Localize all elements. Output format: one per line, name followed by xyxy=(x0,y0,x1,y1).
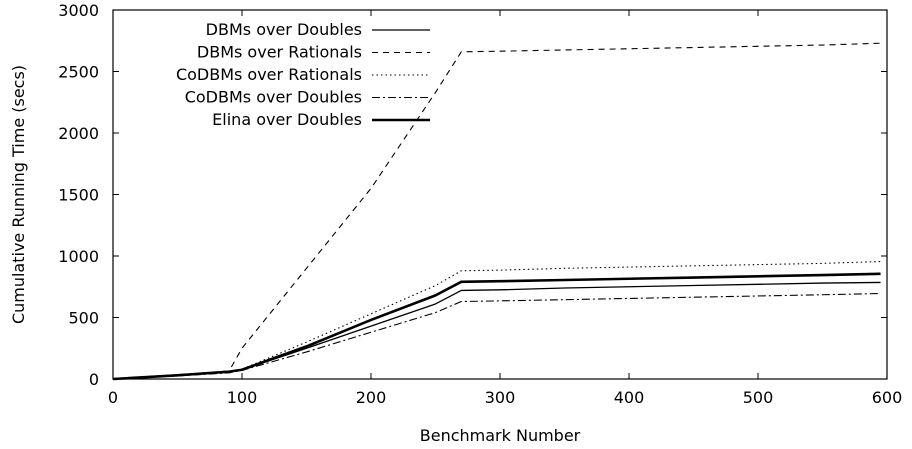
y-tick-label: 3000 xyxy=(58,1,99,20)
legend-label: CoDBMs over Rationals xyxy=(176,65,362,84)
legend-label: Elina over Doubles xyxy=(212,110,362,129)
x-tick-label: 600 xyxy=(872,388,903,407)
legend-label: DBMs over Doubles xyxy=(206,20,362,39)
series-line-3 xyxy=(112,260,881,380)
y-tick-label: 500 xyxy=(68,309,99,328)
y-tick-label: 2000 xyxy=(58,124,99,143)
y-axis-title: Cumulative Running Time (secs) xyxy=(9,65,28,324)
x-tick-label: 300 xyxy=(485,388,516,407)
series-line-1 xyxy=(112,281,881,380)
series-line-5 xyxy=(112,272,881,381)
x-tick-label: 400 xyxy=(614,388,645,407)
y-tick-label: 1500 xyxy=(58,186,99,205)
series-line-4 xyxy=(112,292,881,380)
y-tick-label: 2500 xyxy=(58,63,99,82)
y-tick-label: 0 xyxy=(89,370,99,389)
x-tick-label: 100 xyxy=(227,388,258,407)
x-tick-label: 200 xyxy=(356,388,387,407)
series-line-2 xyxy=(112,42,881,380)
x-tick-label: 500 xyxy=(743,388,774,407)
x-axis-title: Benchmark Number xyxy=(420,426,581,445)
y-tick-label: 1000 xyxy=(58,247,99,266)
x-tick-label: 0 xyxy=(108,388,118,407)
legend-label: CoDBMs over Doubles xyxy=(185,88,362,107)
legend-label: DBMs over Rationals xyxy=(197,43,362,62)
